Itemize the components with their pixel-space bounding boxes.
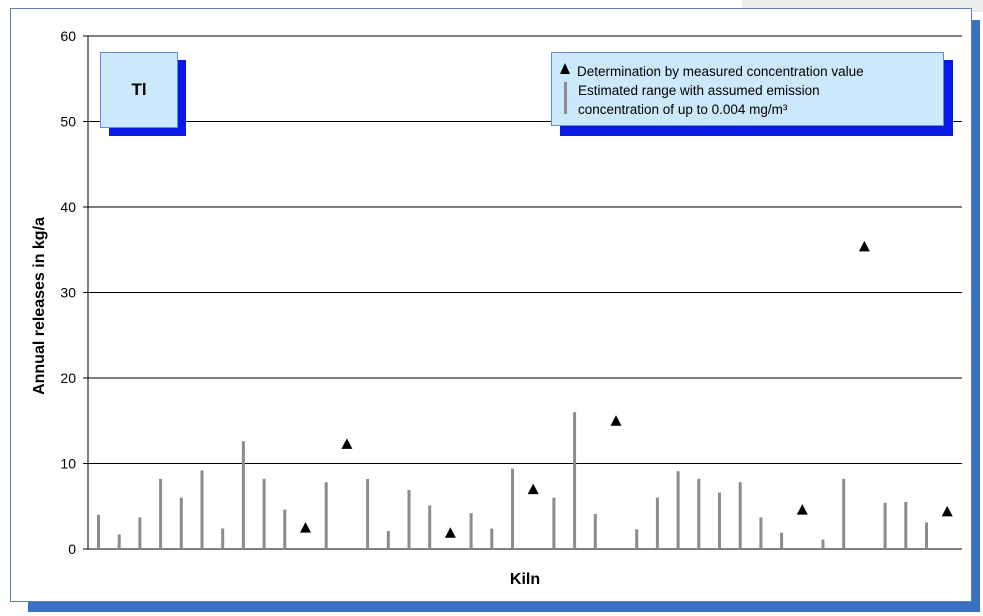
measured-point (527, 483, 539, 495)
measured-point (444, 527, 456, 538)
legend: Determination by measured concentration … (551, 52, 944, 126)
legend-item-measured: Determination by measured concentration … (560, 62, 864, 81)
y-axis-title: Annual releases in kg/a (31, 217, 48, 395)
legend-label-measured: Determination by measured concentration … (577, 64, 864, 79)
measured-point (941, 505, 953, 517)
y-tick-label: 0 (68, 541, 76, 557)
y-tick-label: 50 (60, 114, 76, 130)
y-tick-label: 40 (60, 199, 76, 215)
range-bar-icon (564, 82, 567, 114)
range-bars (97, 412, 928, 549)
measured-markers (300, 240, 953, 538)
y-tick-label: 30 (60, 285, 76, 301)
axes: 0 10 20 30 40 50 60 (60, 28, 962, 557)
measured-point (610, 415, 622, 426)
x-axis-title: Kiln (510, 571, 540, 588)
measured-point (796, 504, 808, 515)
legend-label-estimated: Estimated range with assumed emission co… (578, 83, 820, 117)
element-label: Tl (100, 52, 178, 128)
y-tick-label: 20 (60, 370, 76, 386)
legend-item-estimated: Estimated range with assumed emission co… (560, 81, 820, 119)
y-tick-label: 60 (60, 28, 76, 44)
triangle-marker-icon (560, 63, 570, 74)
measured-point (858, 240, 870, 252)
measured-point (300, 522, 311, 533)
measured-point (341, 438, 353, 449)
y-tick-label: 10 (60, 456, 76, 472)
